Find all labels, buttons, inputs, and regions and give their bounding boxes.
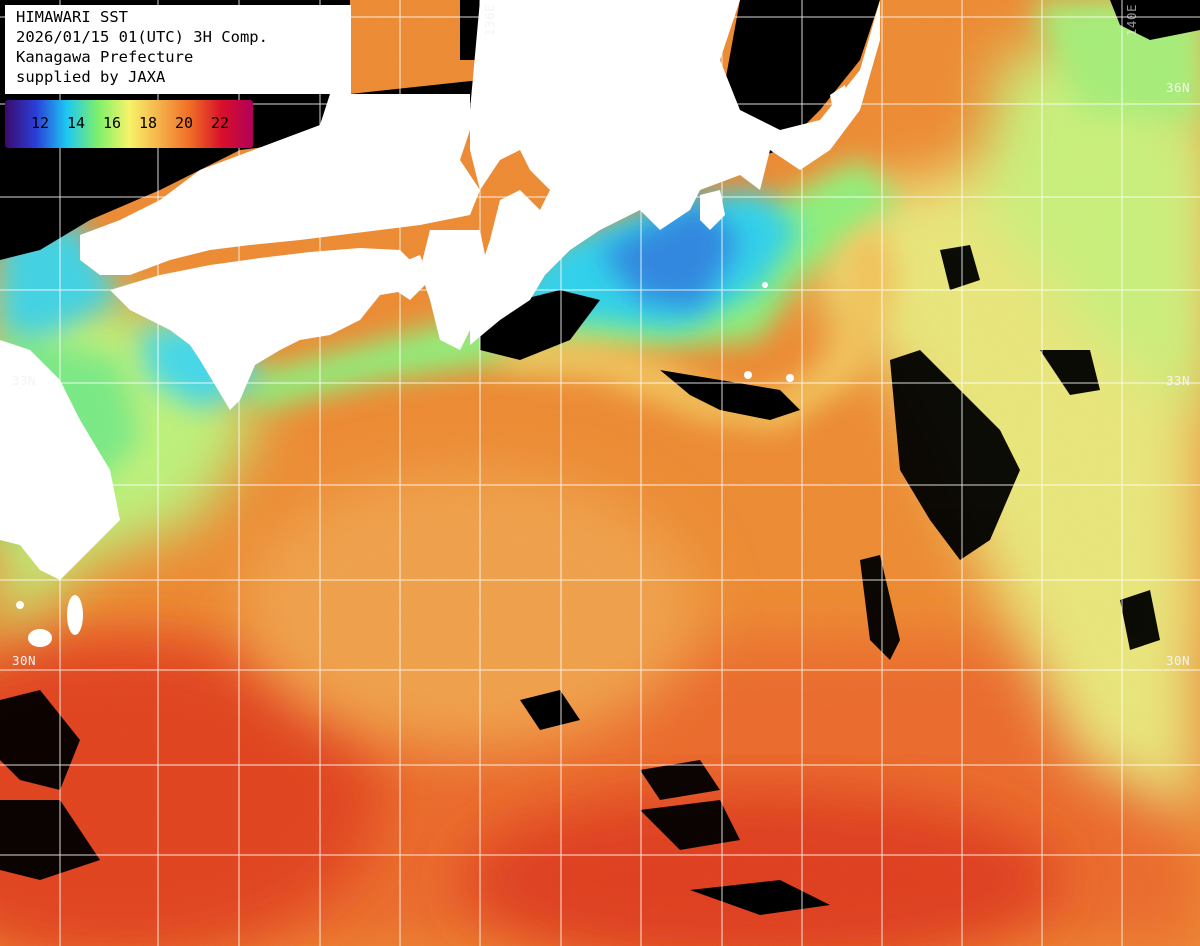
legend-color-scale — [5, 100, 253, 148]
temperature-legend: 12 14 16 18 20 22 — [5, 100, 253, 148]
legend-tick-16: 16 — [103, 114, 122, 132]
lat-label-33n-right: 33N — [1166, 373, 1191, 388]
legend-tick-22: 22 — [211, 114, 230, 132]
legend-tick-12: 12 — [31, 114, 50, 132]
legend-ticks: 12 14 16 18 20 22 — [5, 100, 253, 148]
lat-label-36n-right: 36N — [1166, 80, 1191, 95]
info-box: HIMAWARI SST 2026/01/15 01(UTC) 3H Comp.… — [5, 5, 351, 94]
lat-label-30n-left: 30N — [12, 653, 37, 668]
provider-prefecture: Kanagawa Prefecture — [16, 48, 194, 66]
lon-label-140e: 140E — [1124, 4, 1139, 37]
legend-tick-18: 18 — [139, 114, 158, 132]
lat-label-30n-right: 30N — [1166, 653, 1191, 668]
lat-label-33n-left: 33N — [12, 373, 37, 388]
timestamp: 2026/01/15 01(UTC) 3H Comp. — [16, 28, 268, 46]
legend-tick-14: 14 — [67, 114, 86, 132]
lon-label-136e: 136E — [482, 4, 497, 37]
data-credit: supplied by JAXA — [16, 68, 166, 86]
legend-tick-20: 20 — [175, 114, 194, 132]
product-title: HIMAWARI SST — [16, 8, 128, 26]
